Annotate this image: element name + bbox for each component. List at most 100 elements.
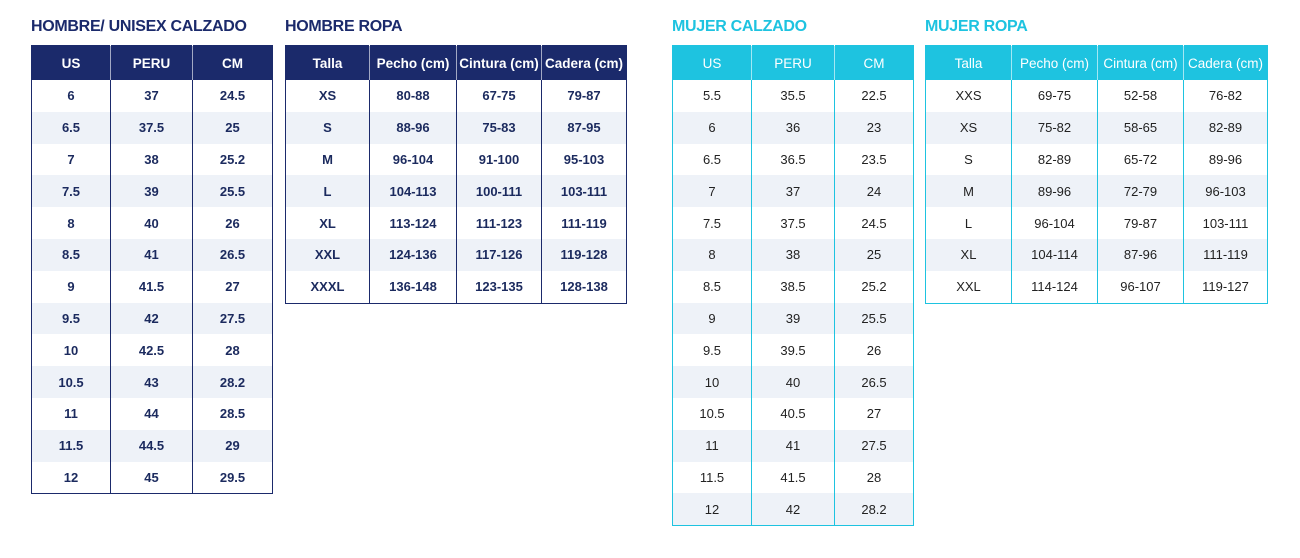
table-row: XXS 69-75 52-58 76-82 [926,80,1268,112]
table-cell: 36.5 [751,143,835,176]
table-cell: 24 [834,175,914,208]
column-header: Pecho (cm) [1011,45,1098,80]
table-cell: L [285,175,370,208]
table-row: 7 37 24 [672,175,914,208]
table-cell: 44.5 [110,429,193,462]
table-cell: 27.5 [192,302,273,335]
header-row: US PERU CM [31,45,273,80]
table-row: 7.5 39 25.5 [31,175,273,208]
table-cell: 37 [751,175,835,208]
table-row: XL 104-114 87-96 111-119 [925,238,1268,271]
table-row: 6.5 37.5 25 [31,111,273,144]
table-cell: 96-107 [1097,270,1184,304]
table-cell: 40 [751,366,835,398]
mujer-ropa-section: MUJER ROPA Talla Pecho (cm) Cintura (cm) Cad… [925,17,1268,304]
table-cell: 69-75 [1011,80,1098,112]
table-cell: 7 [67,151,75,167]
table-row: 8.5 41 26.5 [31,238,273,271]
table-row: XS 75-82 58-65 82-89 [925,111,1268,144]
table-cell: 103-111 [541,175,627,208]
table-cell: 10 [672,366,752,398]
table-cell: 113-124 [369,207,457,239]
table-cell: 80-88 [369,80,457,112]
table-cell: 11.5 [699,469,725,485]
table-cell: 72-79 [1097,175,1184,208]
column-header: Talla [285,45,370,80]
table-cell: 91-100 [456,143,542,176]
table-cell: XXS [955,88,982,104]
table-cell: 42 [751,493,835,526]
table-row: 9 39 25.5 [672,302,914,335]
table-row: 11.5 41.5 28 [673,461,914,494]
column-header: Talla [925,45,1012,80]
table-cell: 10 [63,342,79,358]
table-row: L 104-113 100-111 103-111 [285,175,627,208]
table-row: XXL 114-124 96-107 119-127 [926,270,1268,304]
table-cell: 96-103 [1183,175,1268,208]
column-header: US [672,45,752,80]
table-cell: 104-114 [1011,238,1098,271]
table-cell: 6.5 [31,111,111,144]
table-cell: 41.5 [751,461,835,494]
table-cell: M [925,175,1012,208]
table-cell: 9.5 [31,302,111,335]
table-cell: 27 [192,270,273,303]
table-cell: 6.5 [702,151,722,167]
size-table: Talla Pecho (cm) Cintura (cm) Cadera (cm) XS… [285,45,627,304]
table-cell: 117-126 [456,238,542,271]
table-cell: XXL [956,279,981,295]
table-cell: XL [319,215,336,231]
table-cell: 11.5 [31,429,111,462]
table-cell: L [964,215,973,231]
hombre-ropa-section: HOMBRE ROPA Talla Pecho (cm) Cintura (cm) Ca… [285,17,627,304]
column-header: PERU [110,45,193,80]
table-cell: 42 [110,302,193,335]
table-cell: 26.5 [834,366,914,398]
table-cell: 76-82 [1183,80,1268,112]
table-cell: 79-87 [1097,207,1184,239]
table-cell: 26 [192,207,273,239]
table-row: 9 41.5 27 [32,270,273,303]
table-cell: 12 [672,493,752,526]
table-row: 9.5 39.5 26 [673,334,914,367]
header-row: Talla Pecho (cm) Cintura (cm) Cadera (cm) [285,45,627,80]
table-cell: 25.5 [192,175,273,208]
table-cell: 9 [67,279,75,295]
table-row: 8 40 26 [32,207,273,239]
table-row: 10 42.5 28 [32,334,273,367]
table-cell: 128-138 [541,270,627,304]
table-cell: 103-111 [1183,207,1268,239]
table-cell: 23.5 [834,143,914,176]
table-cell: 75-82 [1011,111,1098,144]
table-cell: 35.5 [751,80,835,112]
table-cell: 82-89 [1183,111,1268,144]
table-cell: 11 [672,429,752,462]
table-cell: 26 [834,334,914,367]
table-cell: 123-135 [456,270,542,304]
table-cell: 5.5 [702,88,722,104]
header-row: Talla Pecho (cm) Cintura (cm) Cadera (cm) [925,45,1268,80]
table-cell: 100-111 [456,175,542,208]
table-row: 9.5 42 27.5 [31,302,273,335]
table-row: 10.5 40.5 27 [673,397,914,430]
table-cell: 27.5 [834,429,914,462]
table-cell: 23 [834,111,914,144]
column-header: Cintura (cm) [1097,45,1184,80]
table-cell: 40 [110,207,193,239]
table-cell: 87-95 [541,111,627,144]
table-cell: 40.5 [751,397,835,430]
table-row: L 96-104 79-87 103-111 [926,207,1268,239]
table-row: 5.5 35.5 22.5 [673,80,914,112]
table-cell: 75-83 [456,111,542,144]
table-cell: 96-104 [1011,207,1098,239]
table-cell: 9.5 [702,342,722,358]
table-cell: 79-87 [541,80,627,112]
table-row: 11.5 44.5 29 [31,429,273,462]
table-cell: 88-96 [369,111,457,144]
table-cell: 41 [110,238,193,271]
table-cell: 95-103 [541,143,627,176]
table-cell: 7.5 [31,175,111,208]
table-cell: 7.5 [702,215,722,231]
table-cell: XL [925,238,1012,271]
table-row: 7.5 37.5 24.5 [673,207,914,239]
